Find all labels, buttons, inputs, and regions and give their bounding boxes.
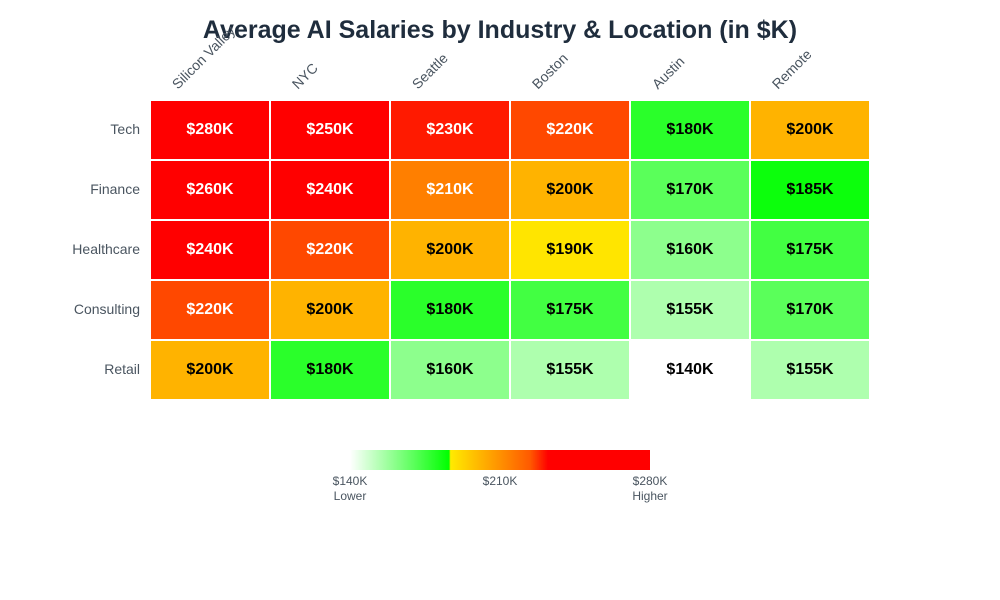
colorbar-tick-sublabel: Higher [632,489,668,503]
chart-title: Average AI Salaries by Industry & Locati… [202,16,798,44]
colorbar [350,450,650,470]
heatmap-cell: $240K [271,161,389,219]
heatmap-cell: $220K [151,281,269,339]
heatmap-cell: $170K [751,281,869,339]
column-label: Seattle [408,49,451,92]
heatmap-cell: $200K [271,281,389,339]
column-label: Boston [528,49,571,92]
heatmap-cell: $140K [631,341,749,399]
heatmap-cell: $180K [271,341,389,399]
heatmap-cell: $250K [271,101,389,159]
heatmap-cell: $155K [751,341,869,399]
heatmap-cell: $180K [631,101,749,159]
heatmap-cell: $170K [631,161,749,219]
column-label: Austin [648,53,688,92]
heatmap-cell: $240K [151,221,269,279]
heatmap-cell: $190K [511,221,629,279]
heatmap-cell: $155K [511,341,629,399]
heatmap-cell: $175K [751,221,869,279]
colorbar-tick-sublabel: Lower [333,489,367,503]
heatmap-cell: $210K [391,161,509,219]
heatmap-cell: $200K [511,161,629,219]
row-label: Tech [110,121,140,137]
heatmap-cell: $175K [511,281,629,339]
row-label: Consulting [73,301,140,317]
heatmap-cell: $200K [751,101,869,159]
heatmap-cell: $155K [631,281,749,339]
row-label: Healthcare [72,241,140,257]
heatmap-cell: $160K [631,221,749,279]
colorbar-tick-label: $280K [632,474,668,488]
row-label: Finance [90,181,140,197]
column-label: NYC [288,59,321,92]
column-label: Remote [768,46,815,92]
colorbar-tick-label: $140K [332,474,368,488]
colorbar-tick-label: $210K [482,474,518,488]
heatmap-cell: $180K [391,281,509,339]
colorbar-gradient [350,450,650,470]
heatmap-cell: $260K [151,161,269,219]
heatmap-cell: $185K [751,161,869,219]
heatmap-cell: $230K [391,101,509,159]
heatmap-cell: $200K [151,341,269,399]
heatmap-cell: $200K [391,221,509,279]
heatmap-cell: $220K [511,101,629,159]
heatmap-cell: $280K [151,101,269,159]
heatmap-cell: $160K [391,341,509,399]
heatmap-cell: $220K [271,221,389,279]
row-label: Retail [104,361,140,377]
